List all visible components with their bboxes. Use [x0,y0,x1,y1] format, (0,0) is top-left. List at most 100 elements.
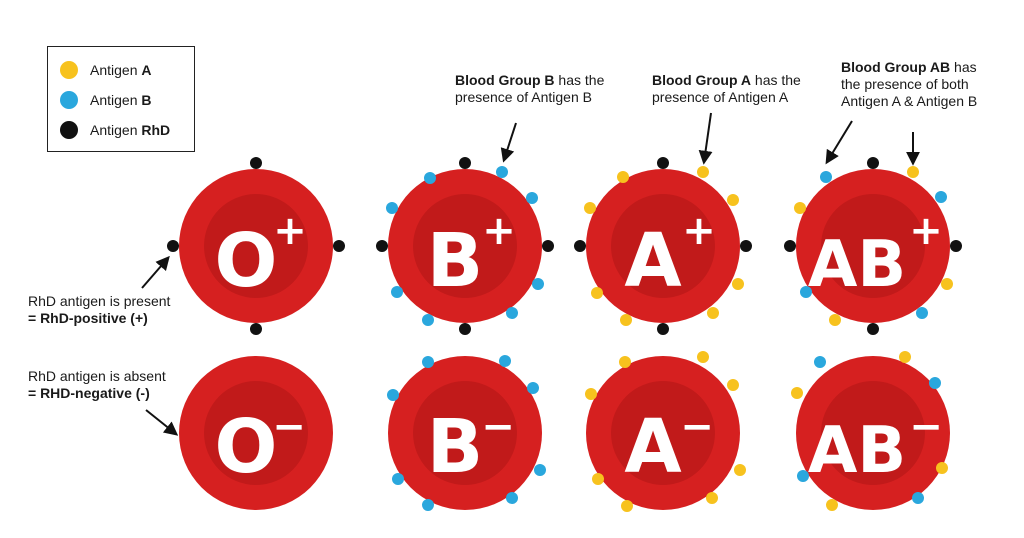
antigen-a-dot [706,492,718,504]
antigen-rhd-dot [459,157,471,169]
antigen-a-dot [619,356,631,368]
antigen-rhd-dot [459,323,471,335]
antigen-dots [167,157,962,512]
note-blood-group-ab: Blood Group AB has the presence of both … [841,59,977,110]
antigen-rhd-dot [867,323,879,335]
legend-label-antigen-b: Antigen B [90,92,152,108]
cell-label-group: AB [808,414,906,488]
arrow-to-b-antigen [500,122,517,163]
note-blood-group-a: Blood Group A has the presence of Antige… [652,72,801,106]
cell-label-sign: + [682,208,716,254]
antigen-a-dot [936,462,948,474]
cell-label-sign: + [482,208,516,254]
antigen-a-dot [907,166,919,178]
antigen-b-dot [392,473,404,485]
antigen-rhd-dot [250,323,262,335]
note-neg-line2: = RHD-negative (-) [28,385,150,401]
antigen-a-swatch [60,61,78,79]
note-pos-line1: RhD antigen is present [28,293,171,309]
antigen-b-dot [527,382,539,394]
antigen-b-dot [506,492,518,504]
cell-label-group: A [624,404,681,490]
antigen-b-dot [935,191,947,203]
antigen-a-dot [585,388,597,400]
cell-o-negative: O − [179,356,333,510]
antigen-a-dot [707,307,719,319]
antigen-a-dot [791,387,803,399]
antigen-b-dot [422,314,434,326]
legend-label-antigen-rhd: Antigen RhD [90,122,171,138]
antigen-a-dot [727,194,739,206]
antigen-b-dot [912,492,924,504]
cell-b-positive: B + [388,169,542,323]
cell-a-negative: A − [586,356,740,510]
antigen-b-dot [386,202,398,214]
cell-o-positive: O + [179,169,333,323]
antigen-a-dot [829,314,841,326]
cell-label-group: B [427,218,483,304]
antigen-a-dot [591,287,603,299]
antigen-a-dot [584,202,596,214]
cell-label-group: A [624,218,681,304]
antigen-b-dot [424,172,436,184]
legend-label-antigen-a: Antigen A [90,62,152,78]
antigen-rhd-dot [657,323,669,335]
antigen-rhd-dot [574,240,586,252]
arrow-to-rhd-antigen [141,255,170,289]
cell-label-group: O [215,218,278,304]
antigen-a-dot [617,171,629,183]
legend-item-antigen-b: Antigen B [60,88,152,112]
antigen-rhd-dot [950,240,962,252]
antigen-b-dot [532,278,544,290]
cell-label-sign: + [273,208,307,254]
antigen-b-dot [916,307,928,319]
antigen-b-dot [820,171,832,183]
antigen-rhd-dot [250,157,262,169]
cell-a-positive: A + [586,169,740,323]
cell-label-sign: − [272,404,306,450]
antigen-rhd-dot [167,240,179,252]
cell-label-sign: − [481,404,515,450]
antigen-a-dot [697,351,709,363]
note-b-line1: Blood Group B has the [455,72,605,88]
antigen-rhd-dot [740,240,752,252]
antigen-a-dot [621,500,633,512]
antigen-b-dot [422,356,434,368]
antigen-a-dot [727,379,739,391]
antigen-rhd-dot [657,157,669,169]
cell-ab-positive: AB + [796,169,950,323]
cell-b-negative: B − [388,356,542,510]
cell-label-sign: + [909,208,943,254]
note-neg-line1: RhD antigen is absent [28,368,166,384]
antigen-rhd-dot [542,240,554,252]
antigen-b-dot [496,166,508,178]
arrow-to-rhd-negative-cell [145,409,179,436]
antigen-rhd-dot [784,240,796,252]
arrow-to-ab-antigen-b [825,120,853,165]
antigen-rhd-dot [333,240,345,252]
note-ab-line3: Antigen A & Antigen B [841,93,978,109]
antigen-a-dot [794,202,806,214]
note-rhd-negative: RhD antigen is absent = RHD-negative (-) [28,368,166,402]
antigen-b-dot [814,356,826,368]
note-ab-line2: the presence of both [841,76,969,92]
note-a-line1: Blood Group A has the [652,72,801,88]
antigen-b-dot [499,355,511,367]
note-blood-group-b: Blood Group B has the presence of Antige… [455,72,604,106]
antigen-a-dot [734,464,746,476]
antigen-b-dot [506,307,518,319]
antigen-b-dot [800,286,812,298]
cell-label-group: AB [808,228,906,302]
antigen-a-dot [592,473,604,485]
antigen-rhd-dot [867,157,879,169]
antigen-a-dot [899,351,911,363]
legend-item-antigen-rhd: Antigen RhD [60,118,170,142]
antigen-a-dot [697,166,709,178]
note-pos-line2: = RhD-positive (+) [28,310,148,326]
arrow-to-a-antigen [698,112,713,165]
legend-item-antigen-a: Antigen A [60,58,152,82]
antigen-b-dot [526,192,538,204]
antigen-b-dot [422,499,434,511]
antigen-rhd-swatch [60,121,78,139]
